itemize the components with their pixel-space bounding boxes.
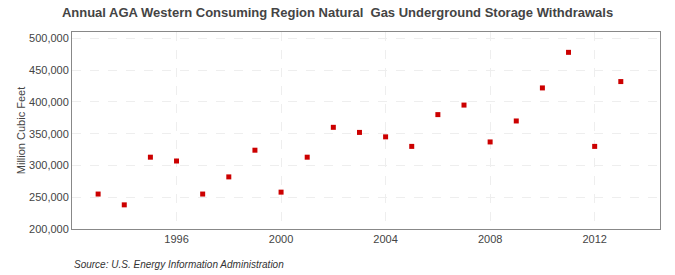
svg-text:1996: 1996 xyxy=(164,233,188,245)
svg-text:450,000: 450,000 xyxy=(29,64,69,76)
svg-text:Annual AGA Western Consuming R: Annual AGA Western Consuming Region Natu… xyxy=(62,5,613,20)
svg-text:300,000: 300,000 xyxy=(29,159,69,171)
svg-text:Source: U.S. Energy Informatio: Source: U.S. Energy Information Administ… xyxy=(74,259,284,270)
svg-text:200,000: 200,000 xyxy=(29,223,69,235)
svg-text:250,000: 250,000 xyxy=(29,191,69,203)
svg-text:2008: 2008 xyxy=(478,233,502,245)
svg-text:2012: 2012 xyxy=(582,233,606,245)
svg-text:500,000: 500,000 xyxy=(29,32,69,44)
svg-text:2000: 2000 xyxy=(269,233,293,245)
svg-text:400,000: 400,000 xyxy=(29,96,69,108)
svg-text:2004: 2004 xyxy=(373,233,397,245)
svg-text:350,000: 350,000 xyxy=(29,128,69,140)
svg-text:Million Cubic Feet: Million Cubic Feet xyxy=(15,87,27,174)
